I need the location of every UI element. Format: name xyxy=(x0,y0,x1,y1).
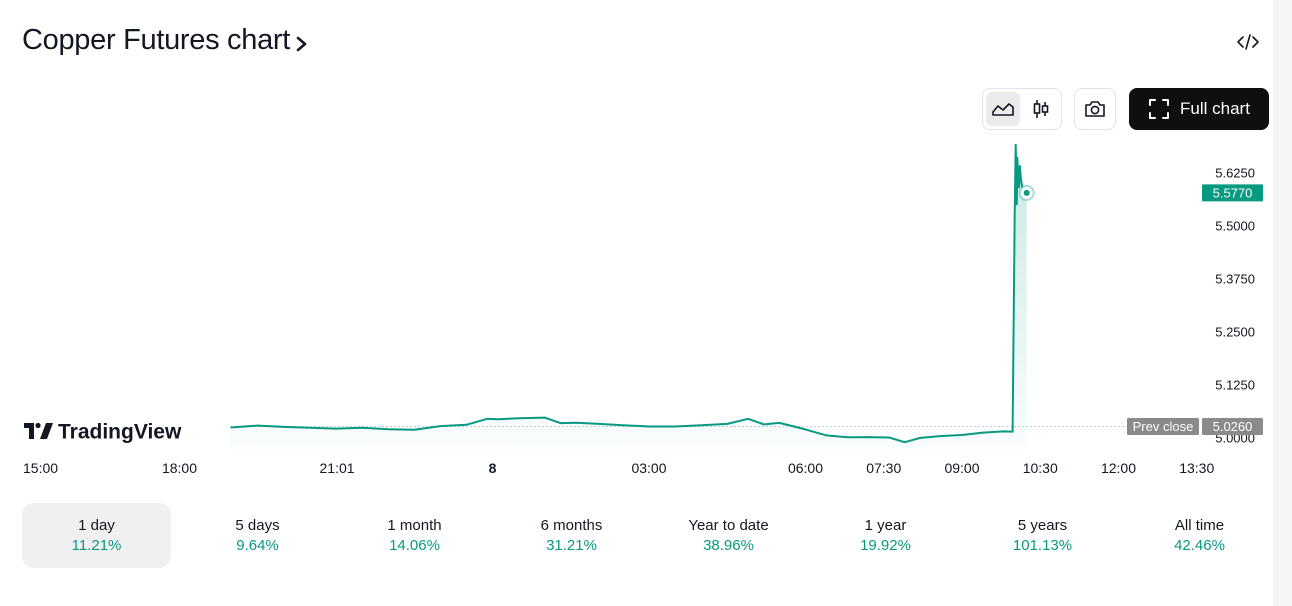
last-price-badge: 5.5770 xyxy=(1213,185,1253,200)
y-tick-label: 5.6250 xyxy=(1215,166,1255,181)
y-tick-label: 5.2500 xyxy=(1215,325,1255,340)
period-option[interactable]: All time 42.46% xyxy=(1121,503,1278,568)
x-tick-label: 07:30 xyxy=(866,460,901,476)
period-option[interactable]: 6 months 31.21% xyxy=(493,503,650,568)
period-option[interactable]: 5 years 101.13% xyxy=(964,503,1121,568)
period-label: 6 months xyxy=(540,517,603,534)
period-option[interactable]: Year to date 38.96% xyxy=(650,503,807,568)
period-label: 5 years xyxy=(1017,517,1068,534)
last-price-badge-bg xyxy=(1202,184,1263,202)
period-change: 38.96% xyxy=(703,537,754,554)
period-option[interactable]: 1 month 14.06% xyxy=(336,503,493,568)
y-tick-label: 5.3750 xyxy=(1215,272,1255,287)
candlestick-chart-button[interactable] xyxy=(1024,92,1058,126)
camera-icon xyxy=(1085,101,1105,117)
x-tick-label: 06:00 xyxy=(788,460,823,476)
last-price-marker xyxy=(1023,189,1030,196)
period-label: 1 month xyxy=(387,517,442,534)
chart-toolbar: Full chart xyxy=(982,88,1269,130)
period-change: 9.64% xyxy=(236,537,279,554)
candlestick-icon xyxy=(1033,100,1049,118)
snapshot-button[interactable] xyxy=(1074,88,1116,130)
tradingview-logo: TradingView xyxy=(20,419,190,445)
y-tick-label: 5.5000 xyxy=(1215,219,1255,234)
x-tick-label: 03:00 xyxy=(631,460,666,476)
chart-style-switch xyxy=(982,88,1062,130)
prev-close-value: 5.0260 xyxy=(1213,419,1253,434)
period-option[interactable]: 5 days 9.64% xyxy=(179,503,336,568)
full-chart-label: Full chart xyxy=(1180,99,1250,118)
price-badges: Prev close 5.0260 5.5770 xyxy=(1127,184,1263,435)
price-area-fill xyxy=(230,144,1027,450)
period-change: 11.21% xyxy=(71,537,122,554)
page-title: Copper Futures chart xyxy=(22,24,291,56)
period-change: 14.06% xyxy=(389,537,440,554)
x-tick-label: 09:00 xyxy=(944,460,979,476)
chart-title-link[interactable]: Copper Futures chart xyxy=(22,24,310,57)
tradingview-watermark: TradingView xyxy=(58,421,182,444)
period-label: 1 year xyxy=(864,517,907,534)
period-label: Year to date xyxy=(688,517,769,534)
prev-close-value-bg xyxy=(1202,417,1263,435)
period-change: 42.46% xyxy=(1174,537,1225,554)
x-tick-label: 8 xyxy=(489,460,497,476)
period-label: All time xyxy=(1174,517,1225,534)
period-option[interactable]: 1 year 19.92% xyxy=(807,503,964,568)
embed-code-button[interactable] xyxy=(1232,28,1264,56)
prev-close-label-bg xyxy=(1127,417,1199,435)
fullscreen-icon xyxy=(1149,99,1170,119)
page-scrollbar-strip xyxy=(1273,0,1292,606)
code-embed-icon xyxy=(1237,34,1259,50)
period-selector: 1 day 11.21% 5 days 9.64% 1 month 14.06% 6 mon… xyxy=(22,503,1278,568)
period-label: 5 days xyxy=(235,517,280,534)
y-tick-label: 5.1250 xyxy=(1215,378,1255,393)
x-tick-label: 15:00 xyxy=(23,460,58,476)
x-tick-label: 10:30 xyxy=(1023,460,1058,476)
period-change: 19.92% xyxy=(860,537,911,554)
full-chart-button[interactable]: Full chart xyxy=(1129,88,1269,130)
x-tick-label: 21:01 xyxy=(320,460,355,476)
x-tick-label: 12:00 xyxy=(1101,460,1136,476)
x-axis: 15:00 18:00 21:01 8 03:00 06:00 07:30 09:00 10:3… xyxy=(23,460,1214,476)
line-chart-icon xyxy=(992,103,1014,116)
prev-close-label: Prev close xyxy=(1133,419,1194,434)
line-chart-button[interactable] xyxy=(986,92,1020,126)
x-tick-label: 18:00 xyxy=(162,460,197,476)
x-tick-label: 13:30 xyxy=(1179,460,1214,476)
period-label: 1 day xyxy=(78,517,115,534)
period-change: 31.21% xyxy=(546,537,597,554)
period-change: 101.13% xyxy=(1012,537,1073,554)
chevron-right-icon xyxy=(296,36,307,51)
period-option[interactable]: 1 day 11.21% xyxy=(22,503,171,568)
price-line xyxy=(230,143,1028,444)
